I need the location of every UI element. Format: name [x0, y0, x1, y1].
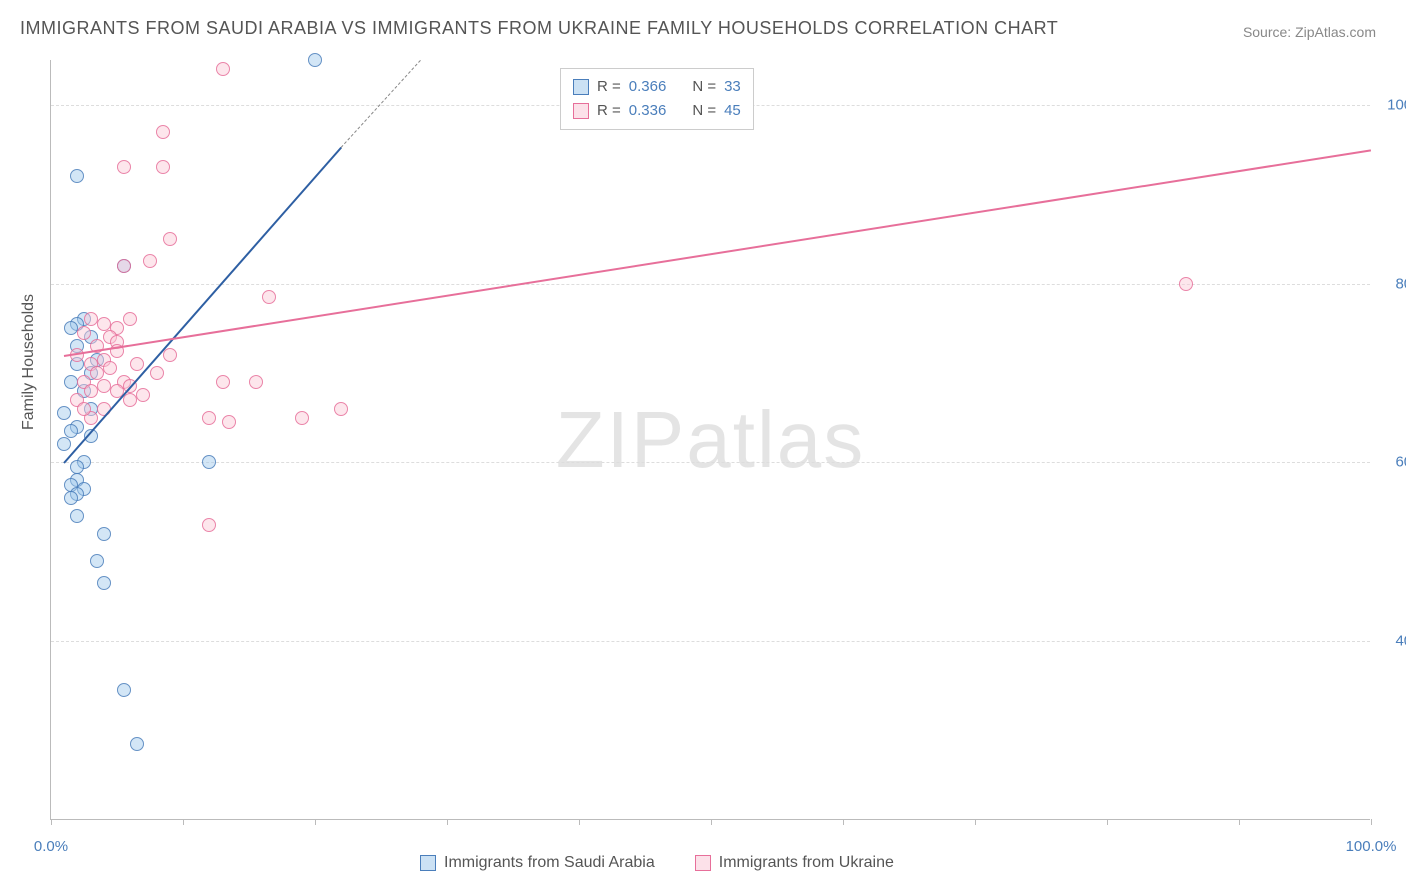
n-value-blue: 33 — [724, 75, 741, 99]
data-point — [90, 554, 104, 568]
legend-item-pink: Immigrants from Ukraine — [695, 854, 894, 872]
legend-row-pink: R = 0.336 N = 45 — [573, 99, 741, 123]
data-point — [77, 326, 91, 340]
data-point — [123, 393, 137, 407]
x-tick-label: 100.0% — [1346, 838, 1397, 855]
x-tick-mark — [579, 819, 580, 825]
data-point — [216, 62, 230, 76]
data-point — [64, 491, 78, 505]
data-point — [97, 527, 111, 541]
data-point — [202, 411, 216, 425]
n-label: N = — [692, 99, 716, 123]
r-value-pink: 0.336 — [629, 99, 667, 123]
data-point — [130, 737, 144, 751]
data-point — [97, 576, 111, 590]
data-point — [156, 160, 170, 174]
x-tick-mark — [711, 819, 712, 825]
data-point — [143, 254, 157, 268]
data-point — [295, 411, 309, 425]
data-point — [103, 361, 117, 375]
correlation-legend: R = 0.366 N = 33 R = 0.336 N = 45 — [560, 68, 754, 130]
data-point — [202, 518, 216, 532]
data-point — [70, 509, 84, 523]
data-point — [64, 375, 78, 389]
legend-label-pink: Immigrants from Ukraine — [719, 854, 894, 872]
data-point — [136, 388, 150, 402]
source-attribution: Source: ZipAtlas.com — [1243, 24, 1376, 40]
source-label: Source: — [1243, 24, 1291, 40]
data-point — [308, 53, 322, 67]
grid-line-h — [51, 284, 1370, 285]
data-point — [222, 415, 236, 429]
data-point — [64, 321, 78, 335]
data-point — [64, 424, 78, 438]
x-tick-mark — [843, 819, 844, 825]
swatch-pink-icon — [573, 103, 589, 119]
plot-area: ZIPatlas 40.0%60.0%80.0%100.0%0.0%100.0% — [50, 60, 1370, 820]
data-point — [130, 357, 144, 371]
data-point — [57, 437, 71, 451]
data-point — [123, 312, 137, 326]
x-tick-mark — [183, 819, 184, 825]
data-point — [84, 384, 98, 398]
source-name: ZipAtlas.com — [1295, 24, 1376, 40]
legend-label-blue: Immigrants from Saudi Arabia — [444, 854, 655, 872]
data-point — [97, 317, 111, 331]
x-tick-mark — [1371, 819, 1372, 825]
x-tick-mark — [1239, 819, 1240, 825]
swatch-blue-icon — [573, 79, 589, 95]
data-point — [70, 169, 84, 183]
y-axis-label: Family Households — [20, 294, 38, 430]
data-point — [249, 375, 263, 389]
data-point — [163, 348, 177, 362]
x-tick-mark — [315, 819, 316, 825]
swatch-blue-icon — [420, 855, 436, 871]
trend-line — [64, 149, 1371, 357]
x-tick-mark — [1107, 819, 1108, 825]
series-legend: Immigrants from Saudi Arabia Immigrants … — [420, 854, 894, 872]
x-tick-mark — [447, 819, 448, 825]
data-point — [84, 312, 98, 326]
legend-row-blue: R = 0.366 N = 33 — [573, 75, 741, 99]
data-point — [117, 683, 131, 697]
chart-title: IMMIGRANTS FROM SAUDI ARABIA VS IMMIGRAN… — [20, 18, 1058, 39]
x-tick-mark — [975, 819, 976, 825]
y-tick-label: 40.0% — [1378, 633, 1406, 650]
data-point — [156, 125, 170, 139]
data-point — [117, 160, 131, 174]
y-tick-label: 60.0% — [1378, 454, 1406, 471]
n-label: N = — [692, 75, 716, 99]
y-tick-label: 100.0% — [1378, 96, 1406, 113]
data-point — [334, 402, 348, 416]
data-point — [216, 375, 230, 389]
data-point — [1179, 277, 1193, 291]
x-tick-mark — [51, 819, 52, 825]
data-point — [163, 232, 177, 246]
data-point — [117, 259, 131, 273]
data-point — [97, 379, 111, 393]
data-point — [150, 366, 164, 380]
data-point — [70, 460, 84, 474]
x-tick-label: 0.0% — [34, 838, 68, 855]
legend-item-blue: Immigrants from Saudi Arabia — [420, 854, 655, 872]
r-label: R = — [597, 99, 621, 123]
r-value-blue: 0.366 — [629, 75, 667, 99]
watermark-text: ZIPatlas — [556, 394, 865, 486]
data-point — [90, 366, 104, 380]
n-value-pink: 45 — [724, 99, 741, 123]
r-label: R = — [597, 75, 621, 99]
data-point — [77, 402, 91, 416]
y-tick-label: 80.0% — [1378, 275, 1406, 292]
data-point — [262, 290, 276, 304]
grid-line-h — [51, 462, 1370, 463]
data-point — [57, 406, 71, 420]
data-point — [202, 455, 216, 469]
grid-line-h — [51, 641, 1370, 642]
swatch-pink-icon — [695, 855, 711, 871]
